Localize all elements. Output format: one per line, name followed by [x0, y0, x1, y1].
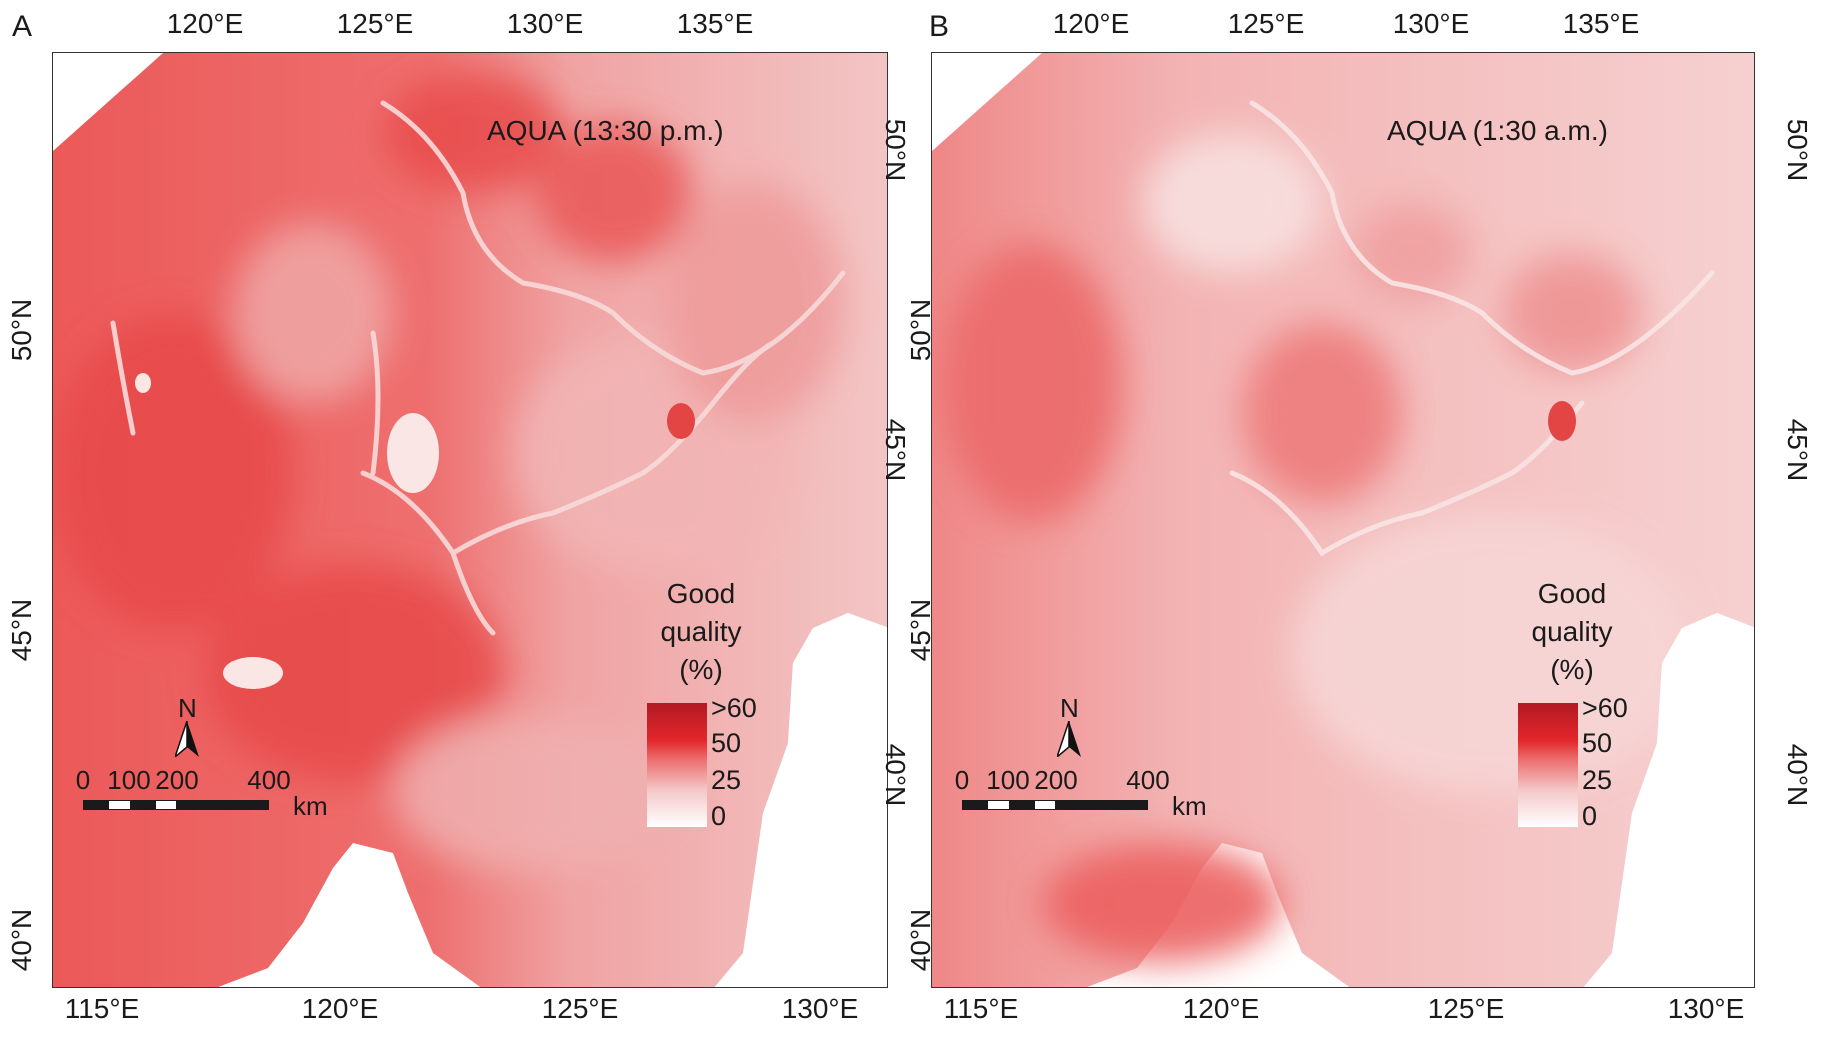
legend-title: Good quality (%)	[1531, 578, 1613, 685]
scale-bar-segment	[1010, 800, 1034, 810]
top-tick: 120°E	[166, 8, 244, 39]
legend-label: 0	[711, 801, 727, 831]
legend-title: Good quality (%)	[660, 578, 742, 685]
legend-label: 0	[1582, 801, 1598, 831]
north-arrow-icon	[1057, 721, 1081, 757]
right-tick: 40°N	[880, 743, 911, 807]
scale-label: 0	[75, 765, 91, 795]
raster-map	[53, 53, 887, 987]
scale-unit: km	[293, 791, 328, 821]
scale-bar-segment	[83, 800, 108, 810]
top-tick: 125°E	[1227, 8, 1305, 39]
north-label: N	[1060, 693, 1079, 723]
legend-colorbar	[1518, 703, 1578, 827]
top-tick: 130°E	[506, 8, 584, 39]
top-tick: 135°E	[1562, 8, 1640, 39]
top-tick: 125°E	[336, 8, 414, 39]
north-arrow-icon	[175, 721, 199, 757]
scale-bar-segment	[1034, 800, 1056, 810]
sensor-title: AQUA (1:30 a.m.)	[1387, 115, 1608, 146]
map-frame: AQUA (13:30 p.m.) Good quality (%) >60 5…	[52, 52, 888, 988]
raster-map	[932, 53, 1754, 987]
scale-label: 400	[1126, 765, 1170, 795]
scale-unit: km	[1172, 791, 1207, 821]
left-tick: 40°N	[6, 908, 37, 972]
panel-letter: B	[929, 10, 950, 43]
sensor-title: AQUA (13:30 p.m.)	[487, 115, 724, 146]
right-tick: 50°N	[1782, 118, 1813, 182]
left-tick: 50°N	[6, 298, 37, 362]
scale-label: 200	[155, 765, 199, 795]
right-tick: 50°N	[880, 118, 911, 182]
scale-label: 0	[954, 765, 970, 795]
legend-label: 50	[711, 728, 742, 758]
top-tick: 120°E	[1052, 8, 1130, 39]
north-label: N	[178, 693, 197, 723]
bottom-tick: 115°E	[64, 993, 140, 1024]
bottom-tick: 130°E	[1667, 993, 1745, 1024]
legend-colorbar	[647, 703, 707, 827]
right-tick: 45°N	[1782, 418, 1813, 482]
legend-label: >60	[1582, 693, 1628, 723]
bottom-tick: 125°E	[1427, 993, 1505, 1024]
bottom-tick: 125°E	[541, 993, 619, 1024]
top-tick: 130°E	[1392, 8, 1470, 39]
legend-label: 50	[1582, 728, 1613, 758]
bottom-tick: 130°E	[781, 993, 859, 1024]
scale-label: 100	[986, 765, 1030, 795]
right-tick: 40°N	[1782, 743, 1813, 807]
map-panel-a: A 120°E 125°E 130°E 135°E 40°N 45°N 50°N	[0, 0, 911, 1041]
scale-bar-segment	[962, 800, 987, 810]
left-tick: 45°N	[6, 598, 37, 662]
land-area	[932, 53, 1754, 987]
map-frame: AQUA (1:30 a.m.) Good quality (%) >60 50…	[931, 52, 1755, 988]
legend-label: >60	[711, 693, 757, 723]
bottom-tick: 120°E	[301, 993, 379, 1024]
scale-label: 400	[247, 765, 291, 795]
panel-letter: A	[12, 10, 33, 43]
scale-label: 100	[107, 765, 151, 795]
scale-bar-segment	[1056, 800, 1148, 810]
scale-bar-segment	[108, 800, 131, 810]
legend-label: 25	[1582, 765, 1613, 795]
scale-bar-segment	[155, 800, 177, 810]
bottom-tick: 115°E	[943, 993, 1019, 1024]
scale-bar-segment	[177, 800, 269, 810]
scale-bar-segment	[131, 800, 155, 810]
top-tick: 135°E	[676, 8, 754, 39]
right-tick: 45°N	[880, 418, 911, 482]
scale-bar-segment	[987, 800, 1010, 810]
map-panel-b: B 120°E 125°E 130°E 135°E 40°N 45°N 50°N	[905, 0, 1822, 1041]
legend-label: 25	[711, 765, 742, 795]
scale-label: 200	[1034, 765, 1078, 795]
bottom-tick: 120°E	[1182, 993, 1260, 1024]
